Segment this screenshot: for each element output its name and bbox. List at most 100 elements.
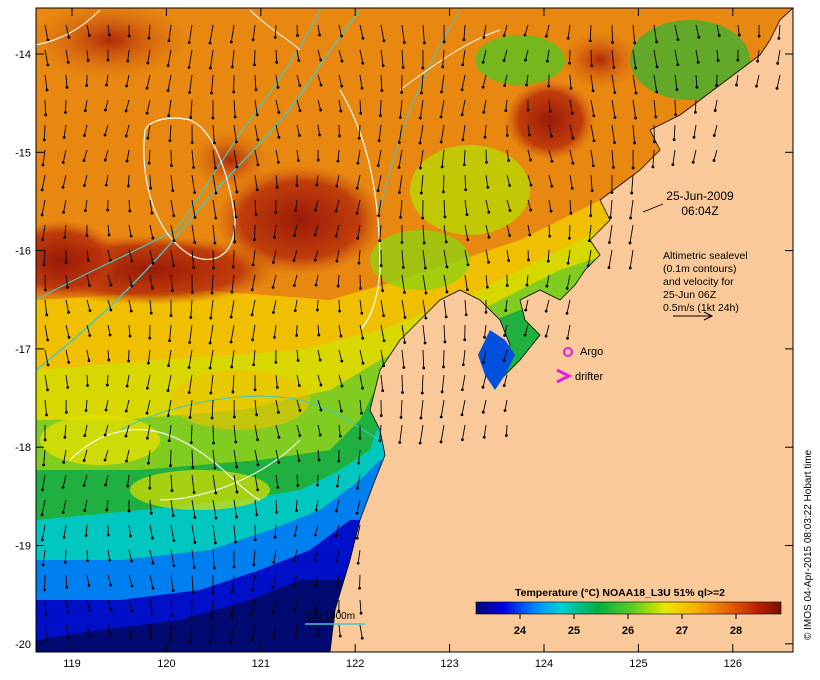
velocity-arrow — [695, 74, 698, 88]
velocity-arrow — [338, 99, 342, 112]
velocity-arrow — [128, 274, 133, 287]
velocity-arrow-head — [461, 138, 465, 142]
colorbar-ticks: 24 25 26 27 28 — [514, 614, 742, 637]
velocity-arrow-head — [460, 113, 464, 117]
velocity-arrow — [652, 149, 655, 167]
velocity-arrow — [420, 399, 424, 419]
velocity-arrow-head — [527, 258, 530, 262]
velocity-arrow-head — [109, 583, 113, 587]
velocity-arrow-head — [124, 134, 128, 138]
velocity-arrow-head — [777, 36, 781, 40]
velocity-arrow-head — [314, 208, 317, 212]
velocity-arrow-head — [397, 166, 401, 169]
velocity-arrow — [146, 74, 151, 89]
velocity-arrow — [42, 224, 46, 240]
velocity-arrow — [525, 49, 529, 61]
velocity-arrow-head — [191, 466, 195, 469]
velocity-arrow-head — [168, 639, 172, 643]
velocity-arrow-head — [66, 611, 70, 614]
velocity-arrow-head — [712, 159, 716, 162]
velocity-arrow — [336, 174, 340, 187]
velocity-arrow — [170, 199, 175, 216]
velocity-info-line: 25-Jun 06Z — [663, 289, 717, 301]
velocity-arrow-head — [319, 108, 323, 112]
velocity-arrow-head — [147, 161, 151, 165]
velocity-arrow — [128, 324, 131, 337]
velocity-arrow-head — [67, 311, 70, 314]
velocity-arrow-head — [334, 559, 338, 563]
velocity-arrow — [44, 299, 48, 315]
velocity-arrow-head — [296, 359, 300, 362]
velocity-arrow-head — [128, 209, 132, 213]
velocity-arrow — [296, 424, 301, 436]
velocity-arrow-head — [382, 314, 386, 318]
velocity-arrow — [419, 149, 424, 169]
velocity-arrow — [251, 299, 256, 315]
velocity-arrow-head — [272, 235, 276, 239]
velocity-arrow-head — [460, 413, 464, 417]
velocity-arrow-head — [445, 290, 449, 294]
velocity-arrow — [335, 199, 340, 212]
velocity-arrow-head — [315, 308, 319, 312]
velocity-arrow — [86, 549, 88, 561]
velocity-arrow — [212, 549, 215, 569]
velocity-arrow — [359, 374, 363, 389]
velocity-arrow-head — [298, 109, 302, 112]
velocity-arrow — [692, 149, 697, 163]
velocity-arrow-head — [212, 266, 215, 270]
velocity-arrow — [191, 449, 194, 468]
velocity-arrow — [356, 499, 361, 514]
velocity-arrow-head — [190, 291, 194, 294]
velocity-arrow — [253, 349, 256, 365]
velocity-arrow-head — [67, 636, 71, 639]
velocity-info: Altimetric sealevel (0.1m contours) and … — [663, 250, 748, 321]
velocity-arrow-head — [334, 234, 338, 238]
velocity-arrow — [275, 424, 280, 438]
velocity-arrow — [232, 374, 235, 392]
velocity-arrow-head — [292, 284, 296, 287]
velocity-arrow — [107, 599, 112, 611]
velocity-arrow — [314, 224, 319, 236]
velocity-arrow-head — [130, 559, 133, 563]
velocity-arrow — [335, 224, 340, 237]
velocity-arrow — [401, 324, 406, 343]
velocity-arrow-head — [83, 109, 87, 112]
velocity-arrow — [506, 149, 510, 161]
velocity-arrow — [463, 149, 466, 165]
velocity-arrow — [317, 449, 320, 461]
velocity-arrow — [64, 224, 67, 238]
velocity-arrow — [107, 274, 112, 286]
velocity-arrow-head — [440, 165, 444, 169]
velocity-arrow — [209, 24, 214, 44]
velocity-arrow — [44, 349, 49, 365]
velocity-arrow — [674, 74, 678, 90]
velocity-arrow — [254, 49, 256, 65]
velocity-arrow-head — [361, 361, 365, 365]
velocity-arrow-head — [66, 61, 70, 64]
velocity-arrow — [127, 174, 130, 187]
velocity-arrow — [170, 599, 173, 616]
velocity-arrow-head — [255, 188, 259, 192]
velocity-arrow — [401, 374, 403, 393]
velocity-arrow-head — [295, 334, 299, 337]
velocity-arrow-head — [293, 234, 296, 237]
velocity-arrow — [147, 349, 151, 364]
velocity-arrow — [527, 199, 532, 211]
velocity-arrow-head — [103, 133, 107, 137]
velocity-arrow — [274, 24, 277, 38]
velocity-arrow — [294, 599, 298, 611]
velocity-arrow — [335, 524, 340, 537]
velocity-arrow-head — [63, 236, 67, 239]
velocity-arrow — [149, 499, 152, 514]
velocity-arrow — [169, 124, 172, 141]
velocity-arrow — [275, 399, 279, 413]
velocity-arrow-head — [234, 215, 238, 219]
colorbar-tick-label: 25 — [568, 625, 580, 637]
velocity-arrow — [65, 574, 68, 588]
velocity-arrow-head — [273, 535, 277, 539]
velocity-arrow — [65, 349, 70, 363]
velocity-arrow — [254, 174, 258, 190]
velocity-arrow-head — [508, 209, 512, 212]
velocity-arrow-head — [127, 34, 131, 38]
velocity-arrow — [505, 299, 508, 311]
